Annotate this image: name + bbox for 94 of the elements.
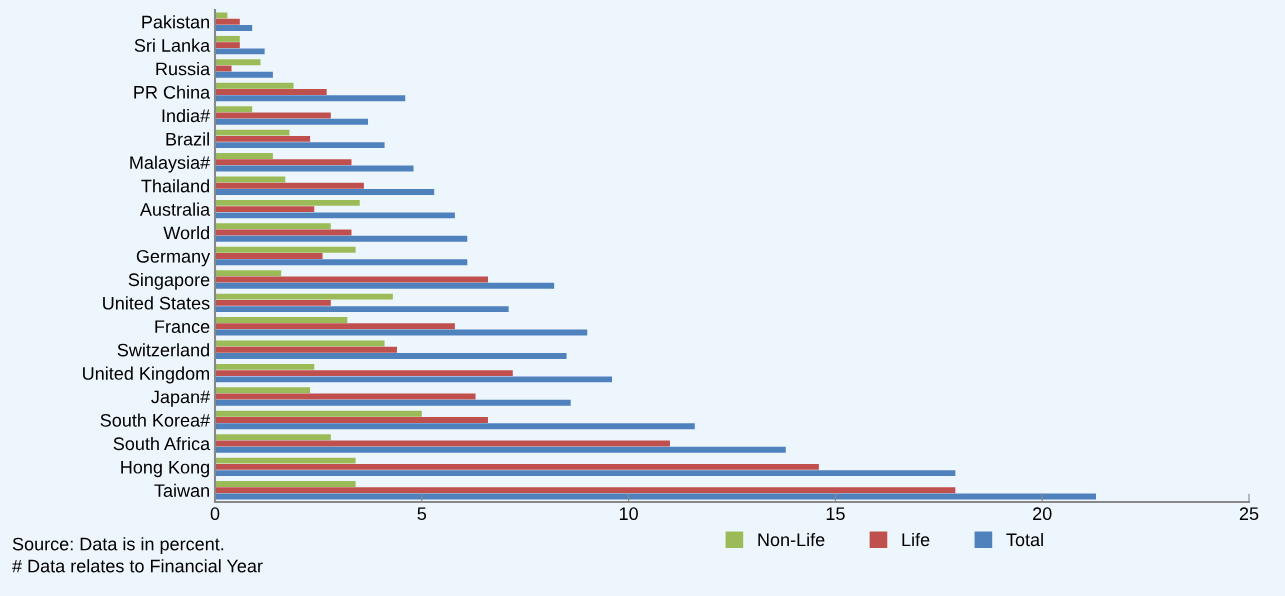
- bar: [215, 18, 240, 25]
- y-tick-label: France: [155, 320, 210, 334]
- y-tick-label: South Korea#: [100, 413, 211, 427]
- bar: [215, 299, 331, 306]
- bar: [215, 457, 356, 464]
- bar: [215, 340, 385, 347]
- bar: [215, 188, 435, 195]
- bar: [215, 48, 265, 55]
- y-tick-label: Russia: [156, 62, 211, 76]
- bar: [215, 95, 406, 102]
- bar: [215, 182, 364, 189]
- x-tick-label: 10: [619, 507, 638, 521]
- bar: [215, 440, 670, 447]
- bar: [215, 42, 240, 49]
- y-tick-label: Hong Kong: [121, 460, 209, 478]
- bar: [215, 153, 273, 160]
- bar: [215, 106, 253, 113]
- y-tick-label: Germany: [136, 249, 211, 267]
- bar: [215, 317, 348, 324]
- legend-label: Life: [902, 532, 930, 547]
- y-tick-label: Thailand: [141, 179, 209, 193]
- y-tick-label: United States: [103, 296, 210, 310]
- bar: [215, 212, 455, 219]
- bar: [215, 165, 414, 172]
- bar: [215, 423, 695, 430]
- bar: [215, 65, 232, 72]
- legend-label: Non-Life: [758, 532, 825, 547]
- bar: [215, 246, 356, 253]
- bar: [215, 229, 352, 236]
- x-tick-label: 20: [1033, 507, 1052, 521]
- bar: [215, 112, 331, 119]
- x-tick-label: 0: [210, 507, 220, 521]
- bar: [215, 89, 327, 95]
- bar: [215, 352, 567, 359]
- bar: [215, 434, 331, 441]
- bar: [215, 346, 397, 353]
- bar: [215, 135, 311, 142]
- bar: [215, 142, 385, 149]
- bar: [215, 59, 261, 66]
- y-tick-label: Pakistan: [142, 15, 209, 29]
- bar: [215, 71, 273, 78]
- bar: [215, 24, 253, 31]
- y-tick-label: World: [163, 226, 209, 240]
- text: # Data relates to Financial Year: [12, 559, 263, 573]
- y-tick-label: India#: [162, 108, 211, 123]
- bar: [215, 282, 555, 289]
- bar: [215, 82, 294, 89]
- bar: [215, 410, 422, 417]
- bar: [215, 253, 323, 259]
- x-tick-label: 25: [1239, 507, 1259, 521]
- y-tick-label: Singapore: [128, 272, 210, 290]
- bar: [215, 118, 369, 125]
- y-tick-label: South Africa: [113, 436, 211, 451]
- bar: [215, 370, 513, 377]
- bar: [215, 293, 393, 300]
- bar: [215, 259, 468, 266]
- bar: [215, 276, 488, 283]
- source-note: Source: Data is in percent.: [12, 537, 224, 554]
- y-tick-label: PR China: [134, 85, 211, 99]
- y-tick-label: Japan#: [151, 390, 211, 407]
- bar: [215, 323, 455, 330]
- bar: [215, 199, 360, 206]
- y-tick-label: Sri Lanka: [134, 38, 211, 52]
- bar: [215, 35, 240, 42]
- y-tick-label: Malaysia#: [130, 155, 211, 173]
- bar: [215, 329, 588, 336]
- bar: [215, 129, 290, 136]
- y-tick-label: Switzerland: [117, 343, 209, 357]
- bar: [215, 363, 315, 370]
- bar: [215, 481, 356, 488]
- y-tick-label: Australia: [139, 202, 211, 216]
- bar: [215, 270, 282, 277]
- bar: [215, 470, 956, 477]
- bar: [215, 387, 311, 394]
- x-tick-label: 5: [417, 507, 427, 521]
- bar: [215, 399, 571, 406]
- bar: [215, 235, 468, 242]
- bar: [215, 159, 352, 166]
- bar: [215, 493, 1096, 500]
- y-tick-label: United Kingdom: [83, 366, 209, 384]
- bar: [215, 206, 315, 213]
- legend-label: Total: [1006, 532, 1043, 547]
- bar: [215, 487, 956, 494]
- y-tick-label: Brazil: [166, 132, 209, 146]
- y-tick-label: Taiwan: [154, 483, 209, 498]
- bar: [215, 176, 286, 183]
- bar: [215, 446, 786, 453]
- bar: [215, 393, 476, 400]
- bar: [215, 376, 613, 383]
- bar: [215, 223, 331, 230]
- x-tick-label: 15: [826, 507, 845, 521]
- bar: [215, 417, 488, 423]
- bar: [215, 463, 819, 470]
- bar: [215, 306, 509, 313]
